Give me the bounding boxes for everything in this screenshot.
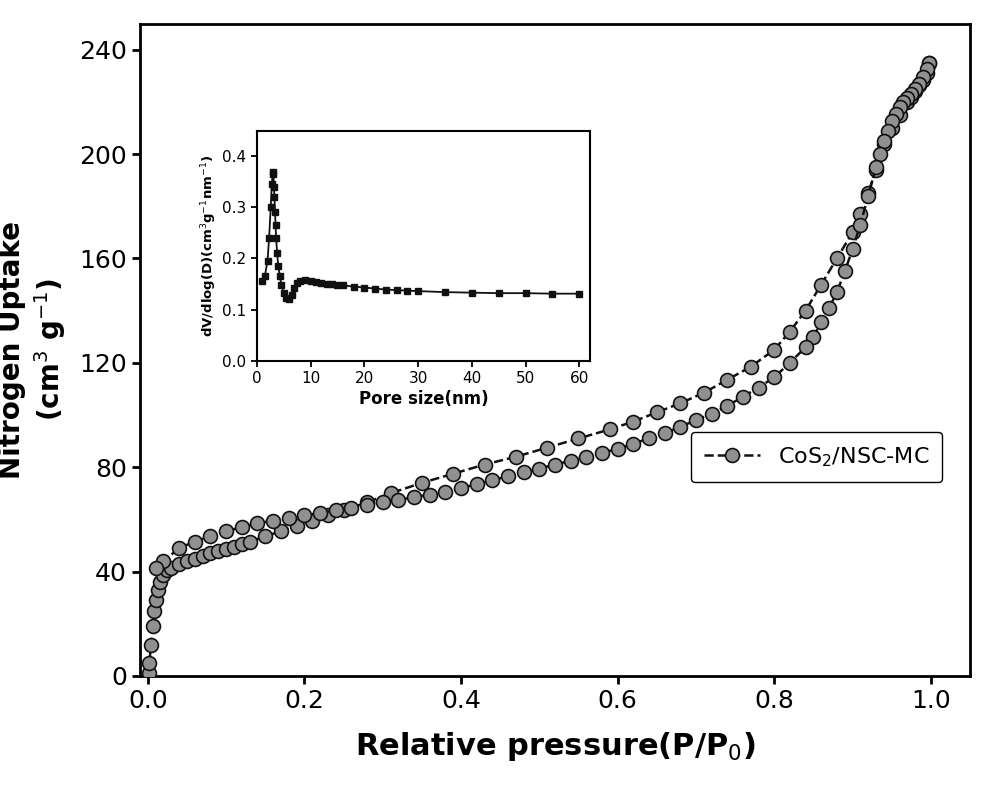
Y-axis label: dV/dlog(D)(cm$^3$g$^{-1}$nm$^{-1}$): dV/dlog(D)(cm$^3$g$^{-1}$nm$^{-1}$) xyxy=(200,154,219,337)
CoS$_2$/NSC-MC xyxy=(143,669,155,678)
CoS$_2$/NSC-MC xyxy=(923,58,935,68)
Line: CoS$_2$/NSC-MC: CoS$_2$/NSC-MC xyxy=(142,56,936,681)
Y-axis label: Nitrogen Uptake
(cm$^3$ g$^{-1}$): Nitrogen Uptake (cm$^3$ g$^{-1}$) xyxy=(0,221,68,479)
CoS$_2$/NSC-MC xyxy=(886,123,898,133)
CoS$_2$/NSC-MC xyxy=(259,531,271,541)
Legend: CoS$_2$/NSC-MC: CoS$_2$/NSC-MC xyxy=(691,432,942,482)
X-axis label: Relative pressure(P/P$_0$): Relative pressure(P/P$_0$) xyxy=(355,730,755,763)
X-axis label: Pore size(nm): Pore size(nm) xyxy=(359,390,488,408)
CoS$_2$/NSC-MC xyxy=(510,452,522,461)
CoS$_2$/NSC-MC xyxy=(181,556,193,566)
CoS$_2$/NSC-MC xyxy=(197,551,209,560)
CoS$_2$/NSC-MC xyxy=(627,417,639,426)
